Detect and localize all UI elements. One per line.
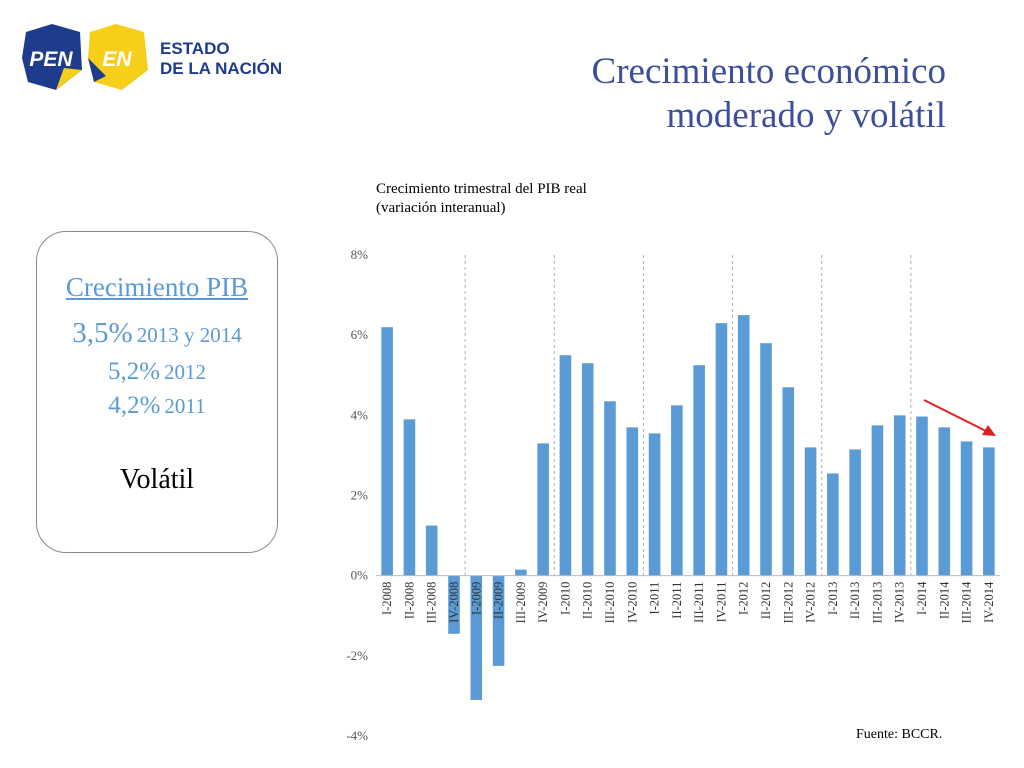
en-hexagon-blue-corner [88, 58, 106, 82]
x-tick-label: III-2014 [960, 581, 974, 623]
y-tick-label: 6% [351, 327, 369, 342]
x-tick-label: II-2008 [402, 582, 416, 620]
y-tick-label: 4% [351, 407, 369, 422]
x-tick-label: I-2012 [737, 582, 751, 615]
bar-II-2010 [581, 363, 594, 576]
y-axis-ticks: -4% -2% 0% 2% 4% 6% 8% [346, 247, 368, 743]
year-separators [464, 255, 912, 576]
summary-row-2012: 5,2% 2012 [37, 358, 277, 386]
y-tick-label: -2% [346, 648, 368, 663]
bar-III-2010 [604, 401, 616, 576]
summary-row-2011: 4,2% 2011 [37, 392, 277, 420]
chart-title: Crecimiento trimestral del PIB real [376, 181, 587, 197]
logo-line2: DE LA NACIÓN [160, 59, 282, 78]
x-tick-label: I-2008 [380, 582, 394, 615]
bar-II-2011 [671, 405, 683, 576]
gdp-growth-bar-chart: -4% -2% 0% 2% 4% 6% 8% I-2008 II-2008 III-2008 IV… [346, 247, 1000, 743]
source-note: Fuente: BCCR. [856, 727, 943, 742]
x-tick-label: II-2012 [759, 582, 773, 620]
logo-line1: ESTADO [160, 39, 230, 58]
bar-IV-2010 [626, 427, 639, 576]
x-tick-label: IV-2013 [893, 582, 907, 623]
pen-hexagon-yellow-corner [56, 68, 82, 90]
summary-value: 4,2% [108, 392, 161, 419]
logo-pen-text: PEN [29, 48, 73, 71]
bar-IV-2009 [537, 443, 549, 576]
x-tick-label: I-2013 [826, 582, 840, 615]
x-tick-label: I-2011 [648, 582, 662, 615]
summary-heading: Crecimiento PIB [65, 272, 249, 302]
bar-I-2013 [827, 473, 839, 576]
bar-I-2010 [559, 355, 572, 576]
slide-title-line2: moderado y volátil [666, 95, 947, 136]
bar-III-2013 [871, 425, 884, 576]
summary-label: 2012 [164, 360, 207, 384]
x-tick-label: IV-2009 [536, 582, 550, 623]
summary-value: 5,2% [107, 358, 161, 385]
x-tick-label: IV-2011 [714, 582, 728, 623]
x-tick-label: IV-2012 [804, 582, 818, 623]
bar-I-2014 [916, 416, 928, 576]
bar-IV-2014 [983, 447, 995, 576]
x-tick-label: III-2012 [781, 582, 795, 624]
bar-I-2011 [648, 433, 661, 576]
x-tick-label: II-2011 [670, 582, 684, 619]
x-axis-ticks: I-2008 II-2008 III-2008 IV-2008 I-2009 II-200… [380, 581, 996, 623]
x-tick-label: II-2014 [937, 581, 951, 619]
x-tick-label: IV-2008 [447, 582, 461, 623]
bar-II-2014 [938, 427, 951, 576]
summary-box: Crecimiento PIB 3,5% 2013 y 2014 5,2% 20… [36, 231, 278, 553]
x-tick-label: II-2010 [581, 582, 595, 620]
summary-row-2013-2014: 3,5% 2013 y 2014 [37, 317, 277, 350]
x-tick-label: III-2008 [425, 582, 439, 624]
bar-III-2008 [425, 525, 438, 576]
y-tick-label: 0% [351, 568, 369, 583]
x-tick-label: I-2014 [915, 581, 929, 615]
bar-II-2012 [760, 343, 772, 576]
x-tick-label: I-2010 [558, 582, 572, 615]
summary-label: 2013 y 2014 [136, 323, 242, 347]
y-tick-label: -4% [346, 728, 368, 743]
bar-I-2012 [737, 315, 750, 576]
bar-II-2013 [849, 449, 861, 576]
chart-title-block: Crecimiento trimestral del PIB real (var… [376, 180, 587, 218]
bar-III-2011 [693, 365, 705, 576]
summary-note: Volátil [119, 464, 195, 495]
bar-IV-2013 [893, 415, 906, 576]
x-tick-label: II-2013 [848, 582, 862, 620]
bar-IV-2011 [715, 323, 728, 576]
bar-III-2009 [515, 569, 527, 576]
x-tick-label: III-2010 [603, 582, 617, 624]
bar-III-2014 [960, 441, 973, 576]
x-tick-label: III-2013 [870, 582, 884, 624]
x-tick-label: III-2011 [692, 582, 706, 623]
logo-en-text: EN [102, 48, 132, 71]
bar-III-2012 [782, 387, 795, 576]
bar-I-2009 [470, 575, 483, 700]
x-tick-label: II-2009 [492, 582, 506, 620]
x-tick-label: IV-2014 [982, 581, 996, 623]
slide-title-line1: Crecimiento económico [591, 51, 946, 92]
chart-subtitle: (variación interanual) [376, 200, 506, 216]
y-tick-label: 8% [351, 247, 369, 262]
trend-arrow [923, 399, 996, 436]
x-tick-label: III-2009 [514, 582, 528, 624]
bar-IV-2012 [804, 447, 817, 576]
estado-de-la-nacion-logo: PEN EN ESTADO DE LA NACIÓN [22, 24, 282, 90]
y-tick-label: 2% [351, 488, 369, 503]
x-tick-label: I-2009 [469, 582, 483, 615]
x-tick-label: IV-2010 [625, 582, 639, 623]
bar-I-2008 [381, 327, 393, 576]
slide-title: Crecimiento económico moderado y volátil [592, 50, 946, 138]
bar-II-2008 [403, 419, 416, 576]
bar-IV-2008 [448, 575, 460, 634]
summary-label: 2011 [164, 394, 206, 418]
bar-II-2009 [492, 575, 505, 666]
summary-value: 3,5% [72, 317, 133, 349]
bars [381, 315, 995, 700]
